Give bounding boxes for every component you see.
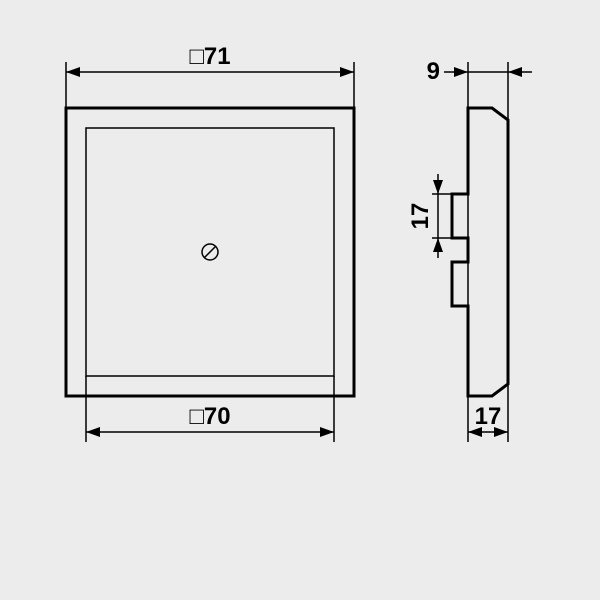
dim-depth-top-label: 9 bbox=[427, 58, 440, 85]
dim-bottom-label: □70 bbox=[189, 403, 230, 430]
technical-drawing: □71 □70 9 17 17 bbox=[0, 0, 600, 600]
dim-height-label: 17 bbox=[407, 203, 434, 230]
dim-top-label: □71 bbox=[189, 43, 230, 70]
page-background bbox=[0, 0, 600, 600]
dim-depth-bot-label: 17 bbox=[475, 403, 502, 430]
